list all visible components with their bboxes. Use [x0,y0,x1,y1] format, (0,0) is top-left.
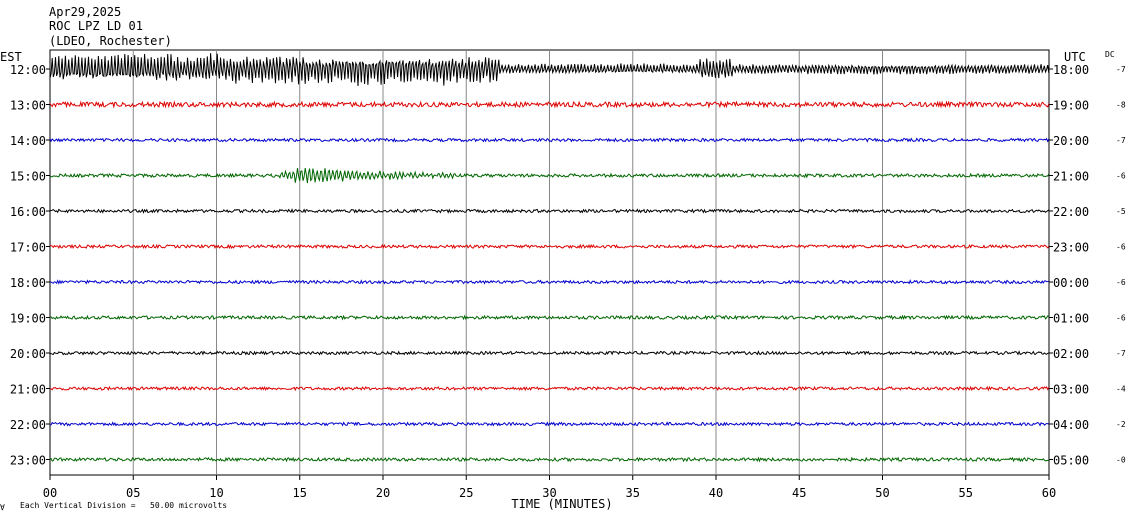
seismogram-trace [49,279,1049,285]
right-axis-label: UTC [1064,50,1086,64]
dc-offset-label: -2 [1116,420,1126,429]
x-tick-label: 35 [626,486,640,500]
est-time-label: 17:00 [10,241,46,255]
x-tick-label: 60 [1042,486,1056,500]
utc-time-label: 18:00 [1053,63,1089,77]
dc-offset-label: -7 [1116,65,1126,74]
dc-offset-label: -4 [1116,385,1126,394]
est-time-label: 21:00 [10,383,46,397]
seismogram-trace [49,53,1050,87]
utc-time-label: 03:00 [1053,383,1089,397]
label-layer: Apr29,2025 ROC LPZ LD 01 (LDEO, Rocheste… [0,5,1126,512]
dc-offset-label: -6 [1116,278,1126,287]
dc-offset-label: -0 [1116,456,1126,465]
est-time-label: 23:00 [10,454,46,468]
utc-time-label: 05:00 [1053,454,1089,468]
seismogram-trace [49,100,1050,109]
x-tick-label: 40 [709,486,723,500]
dc-offset-label: -7 [1116,136,1126,145]
dc-label: DC [1105,50,1115,59]
grid-layer [46,49,1053,480]
footnote-symbol: ∀ [0,503,5,512]
utc-time-label: 00:00 [1053,276,1089,290]
seismogram-trace [49,167,1050,184]
dc-offset-label: -6 [1116,172,1126,181]
left-axis-label: EST [0,50,22,64]
utc-time-label: 22:00 [1053,205,1089,219]
seismogram-trace [49,243,1050,250]
utc-time-label: 02:00 [1053,347,1089,361]
x-tick-label: 10 [209,486,223,500]
utc-time-label: 01:00 [1053,312,1089,326]
x-axis-label: TIME (MINUTES) [511,497,612,511]
x-tick-label: 15 [293,486,307,500]
header-station: ROC LPZ LD 01 [49,19,143,33]
est-time-label: 20:00 [10,347,46,361]
x-tick-label: 20 [376,486,390,500]
dc-offset-label: -5 [1116,207,1126,216]
x-tick-label: 45 [792,486,806,500]
est-time-label: 16:00 [10,205,46,219]
dc-offset-label: -8 [1116,101,1126,110]
est-time-label: 22:00 [10,418,46,432]
est-time-label: 15:00 [10,170,46,184]
dc-offset-label: -7 [1116,349,1126,358]
est-time-label: 14:00 [10,134,46,148]
utc-time-label: 20:00 [1053,134,1089,148]
seismogram-trace [50,314,1049,321]
header-date: Apr29,2025 [49,5,121,19]
seismogram-trace [49,385,1050,392]
seismogram-trace [49,137,1050,143]
est-time-label: 12:00 [10,63,46,77]
utc-time-label: 19:00 [1053,99,1089,113]
dc-offset-label: -6 [1116,314,1126,323]
header-network: (LDEO, Rochester) [49,34,172,48]
utc-time-label: 21:00 [1053,170,1089,184]
seismogram-trace [49,350,1049,356]
utc-time-label: 23:00 [1053,241,1089,255]
x-tick-label: 30 [542,486,556,500]
x-tick-label: 55 [959,486,973,500]
footnote-text: Each Vertical Division = 50.00 microvolt… [20,501,227,510]
x-tick-label: 00 [43,486,57,500]
seismogram-trace [49,208,1050,214]
est-time-label: 18:00 [10,276,46,290]
x-tick-label: 25 [459,486,473,500]
x-tick-label: 50 [875,486,889,500]
seismogram-trace [49,456,1049,463]
est-time-label: 13:00 [10,99,46,113]
x-tick-label: 05 [126,486,140,500]
utc-time-label: 04:00 [1053,418,1089,432]
dc-offset-label: -6 [1116,243,1126,252]
est-time-label: 19:00 [10,312,46,326]
trace-layer [49,53,1050,463]
seismogram-trace [49,421,1050,427]
